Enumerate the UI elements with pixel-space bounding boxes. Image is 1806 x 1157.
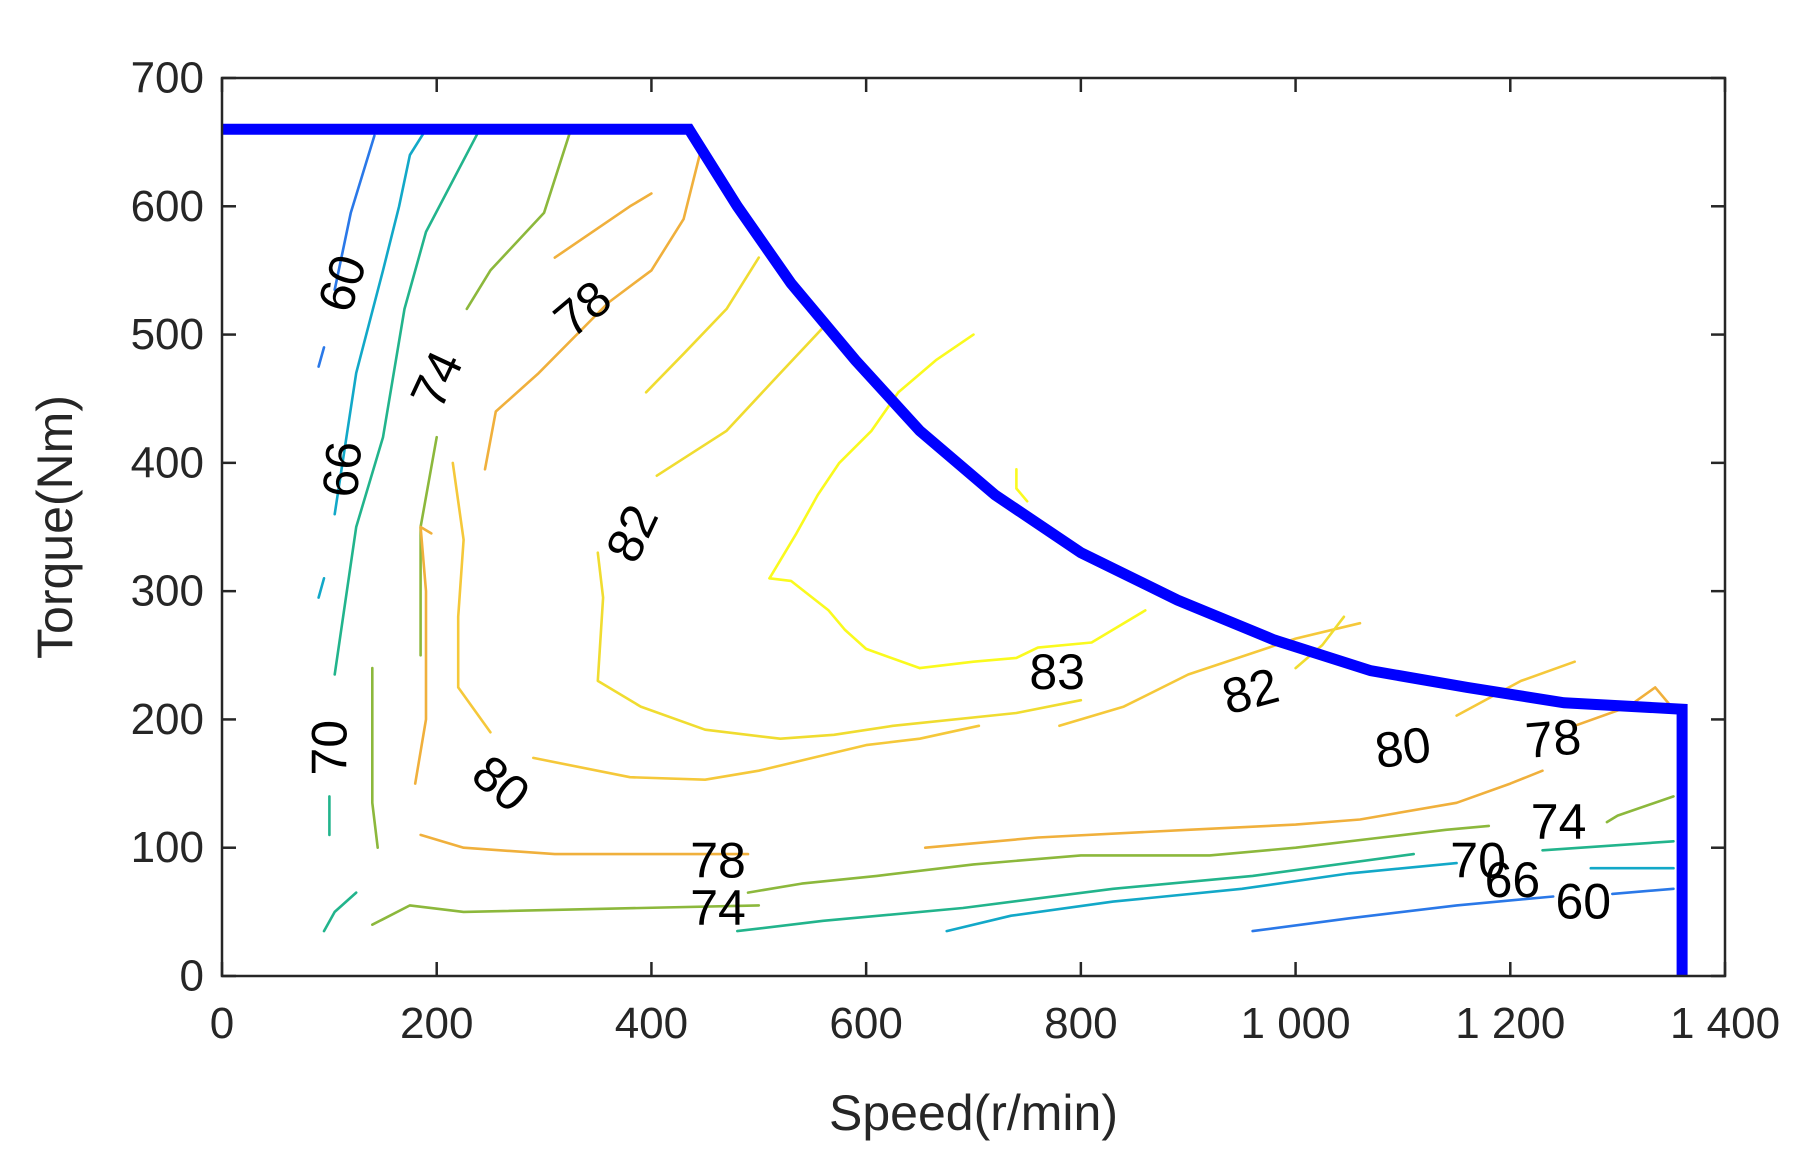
contour-line-80 [1455, 660, 1576, 717]
x-tick-label: 1 200 [1455, 999, 1565, 1048]
contour-label: 70 [1450, 833, 1506, 889]
contour-label: 78 [1523, 708, 1583, 769]
contour-line-74 [370, 666, 380, 850]
contour-line-66 [945, 861, 1458, 933]
contour-line-78 [413, 525, 433, 785]
contour-label: 78 [543, 270, 622, 349]
x-axis: 0 200 400 600 800 1 000 1 200 1 400 [210, 78, 1780, 1048]
y-axis: 0 100 200 300 400 500 600 700 [131, 54, 1725, 1001]
contour-line-80 [451, 461, 492, 734]
contour-line-83 [1015, 467, 1029, 503]
y-tick-label: 400 [131, 438, 204, 487]
contour-line-82 [1294, 615, 1346, 670]
contour-line-60 [333, 134, 376, 292]
torque-envelope-line [222, 123, 1688, 976]
contour-line-80 [531, 724, 981, 782]
contour-label: 78 [690, 833, 746, 889]
x-tick-label: 1 400 [1670, 999, 1780, 1048]
contour-line-83 [768, 333, 975, 580]
contour-line-80 [1058, 621, 1362, 728]
contour-label: 74 [400, 342, 474, 416]
contour-label: 80 [1371, 716, 1434, 779]
contour-line-66 [317, 576, 326, 599]
contour-label: 60 [307, 248, 377, 318]
contour-label: 66 [1485, 852, 1541, 908]
y-tick-label: 300 [131, 567, 204, 616]
contour-line-82 [644, 256, 761, 394]
y-tick-label: 100 [131, 823, 204, 872]
contour-label: 60 [1555, 874, 1611, 930]
contour-label: 66 [312, 439, 373, 499]
contour-line-66 [333, 128, 428, 516]
y-axis-title: Torque(Nm) [27, 395, 83, 659]
x-tick-label: 600 [829, 999, 902, 1048]
contour-line-70 [333, 128, 482, 676]
contour-line-70 [735, 852, 1415, 933]
y-tick-label: 600 [131, 182, 204, 231]
contour-line-78 [483, 153, 702, 471]
contour-label: 80 [462, 744, 541, 823]
plot-frame [220, 76, 1727, 978]
contour-line-60 [1611, 887, 1675, 896]
contour-line-78 [553, 192, 653, 259]
contour-line-70 [1541, 839, 1675, 852]
contour-lines [317, 128, 1675, 933]
x-tick-label: 200 [400, 999, 473, 1048]
contour-line-78 [419, 833, 750, 856]
contour-label: 83 [1029, 644, 1085, 700]
contour-line-74 [746, 824, 1491, 894]
contour-label: 74 [690, 880, 746, 936]
torque-envelope-layer [222, 123, 1688, 976]
contour-line-74 [465, 128, 573, 311]
contour-line-74 [370, 904, 761, 927]
contour-line-83 [918, 609, 1147, 670]
x-tick-label: 1 000 [1241, 999, 1351, 1048]
y-tick-label: 700 [131, 54, 204, 103]
contour-line-82 [655, 320, 830, 478]
contour-line-83 [768, 576, 922, 670]
y-tick-label: 500 [131, 310, 204, 359]
x-tick-label: 800 [1044, 999, 1117, 1048]
contour-line-82 [596, 551, 1083, 741]
x-axis-title: Speed(r/min) [829, 1085, 1118, 1141]
y-tick-label: 200 [131, 695, 204, 744]
contour-line-78 [1573, 686, 1673, 728]
contour-label: 82 [595, 496, 669, 570]
contour-line-60 [1251, 895, 1555, 933]
contour-line-78 [923, 769, 1544, 850]
contour-label: 74 [1531, 794, 1587, 850]
contour-line-70 [322, 891, 358, 933]
contour-line-74 [1605, 795, 1675, 824]
contour-label: 82 [1216, 657, 1284, 725]
contour-label: 70 [301, 720, 357, 776]
x-tick-label: 400 [615, 999, 688, 1048]
x-tick-label: 0 [210, 999, 234, 1048]
contour-line-60 [317, 346, 326, 368]
y-tick-label: 0 [180, 952, 204, 1001]
